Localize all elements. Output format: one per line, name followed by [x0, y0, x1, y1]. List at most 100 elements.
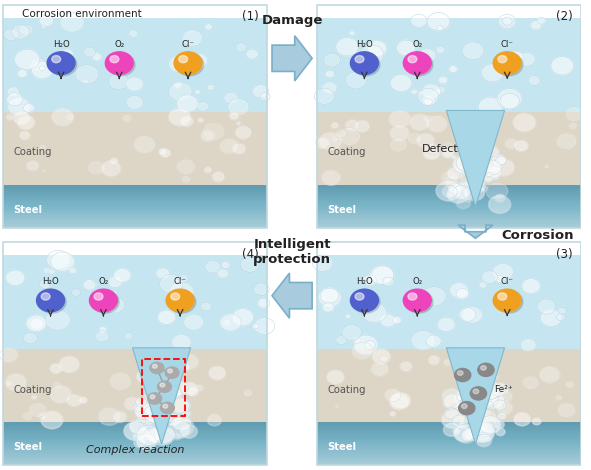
Bar: [317, 431, 582, 433]
Circle shape: [141, 412, 151, 420]
Circle shape: [48, 269, 55, 274]
Circle shape: [196, 385, 204, 391]
Circle shape: [197, 102, 209, 111]
Circle shape: [228, 98, 249, 116]
Circle shape: [442, 186, 457, 198]
Circle shape: [496, 156, 506, 165]
Bar: [317, 456, 582, 459]
Circle shape: [168, 388, 181, 399]
Bar: [3, 211, 267, 213]
Circle shape: [557, 307, 566, 314]
Circle shape: [169, 55, 190, 73]
Circle shape: [99, 327, 106, 333]
Circle shape: [176, 53, 204, 76]
Circle shape: [514, 413, 531, 426]
Text: Damage: Damage: [261, 14, 323, 27]
Bar: [3, 194, 267, 196]
Circle shape: [479, 282, 487, 288]
Circle shape: [530, 21, 542, 30]
Circle shape: [499, 391, 512, 402]
Circle shape: [336, 38, 359, 56]
Circle shape: [124, 422, 147, 440]
Circle shape: [47, 52, 75, 74]
Circle shape: [177, 95, 198, 112]
Circle shape: [203, 123, 225, 141]
Circle shape: [95, 330, 109, 342]
Circle shape: [498, 15, 516, 29]
Circle shape: [403, 52, 431, 74]
Circle shape: [319, 133, 342, 150]
Circle shape: [126, 95, 144, 110]
Circle shape: [160, 383, 165, 387]
Circle shape: [368, 41, 387, 56]
Circle shape: [475, 408, 497, 426]
Bar: [3, 208, 267, 211]
Bar: [317, 256, 582, 349]
Circle shape: [422, 84, 441, 99]
Circle shape: [444, 176, 458, 187]
Circle shape: [483, 173, 493, 182]
Bar: [317, 424, 582, 427]
Circle shape: [352, 337, 361, 344]
Circle shape: [139, 434, 147, 441]
Bar: [3, 431, 267, 433]
Circle shape: [472, 392, 477, 397]
Bar: [3, 221, 267, 224]
Bar: [3, 219, 267, 221]
Bar: [3, 458, 267, 461]
Circle shape: [200, 130, 215, 141]
Circle shape: [454, 389, 479, 409]
Circle shape: [180, 116, 193, 126]
Circle shape: [476, 428, 494, 442]
Circle shape: [469, 423, 492, 442]
Circle shape: [158, 381, 171, 392]
Circle shape: [500, 93, 519, 109]
Bar: [317, 458, 582, 461]
Bar: [317, 437, 582, 440]
Circle shape: [165, 414, 180, 425]
Circle shape: [511, 52, 523, 61]
Bar: [317, 5, 582, 228]
Circle shape: [492, 375, 498, 379]
Circle shape: [26, 315, 47, 332]
Circle shape: [456, 197, 470, 209]
Circle shape: [493, 264, 513, 280]
Circle shape: [370, 265, 394, 284]
Circle shape: [465, 180, 474, 188]
Text: Corrosion: Corrosion: [502, 228, 574, 242]
Circle shape: [488, 401, 493, 406]
Bar: [317, 429, 582, 431]
Circle shape: [352, 290, 380, 313]
Circle shape: [172, 334, 191, 350]
Bar: [3, 429, 267, 431]
Circle shape: [457, 395, 464, 400]
Circle shape: [500, 304, 513, 314]
Bar: [3, 462, 267, 465]
Circle shape: [410, 114, 430, 131]
Circle shape: [479, 416, 501, 433]
Circle shape: [427, 116, 447, 132]
Polygon shape: [458, 225, 493, 238]
Circle shape: [495, 194, 505, 203]
Circle shape: [313, 255, 333, 271]
Circle shape: [371, 362, 388, 376]
Bar: [317, 198, 582, 200]
Circle shape: [110, 55, 119, 63]
Circle shape: [24, 103, 34, 112]
Circle shape: [383, 277, 394, 286]
Text: (2): (2): [556, 10, 573, 24]
Bar: [3, 215, 267, 217]
Circle shape: [92, 53, 102, 61]
Circle shape: [436, 47, 444, 53]
Circle shape: [453, 156, 475, 173]
Circle shape: [39, 15, 54, 26]
Text: (4): (4): [242, 248, 259, 261]
Circle shape: [40, 24, 46, 29]
Circle shape: [496, 401, 513, 415]
Circle shape: [7, 114, 14, 120]
Circle shape: [40, 280, 51, 289]
Circle shape: [475, 389, 498, 408]
Circle shape: [12, 25, 30, 39]
Text: Intelligent
protection: Intelligent protection: [253, 238, 331, 266]
Circle shape: [493, 52, 521, 74]
